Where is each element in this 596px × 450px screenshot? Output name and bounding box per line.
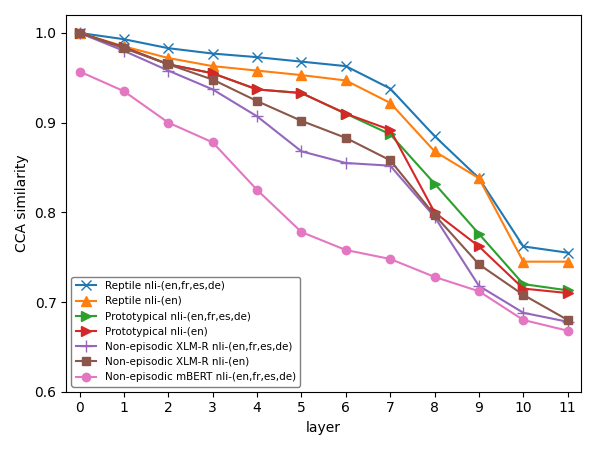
Prototypical nli-(en,fr,es,de)	[342, 111, 349, 117]
Non-episodic mBERT nli-(en,fr,es,de)	[431, 274, 438, 279]
Reptile nli-(en)	[342, 78, 349, 83]
Non-episodic mBERT nli-(en,fr,es,de)	[564, 328, 571, 333]
Non-episodic XLM-R nli-(en)	[298, 118, 305, 124]
Non-episodic mBERT nli-(en,fr,es,de)	[387, 256, 394, 261]
Prototypical nli-(en,fr,es,de)	[209, 71, 216, 76]
Non-episodic XLM-R nli-(en,fr,es,de)	[120, 48, 128, 54]
X-axis label: layer: layer	[306, 421, 341, 435]
Non-episodic XLM-R nli-(en)	[120, 45, 128, 51]
Non-episodic XLM-R nli-(en,fr,es,de)	[387, 163, 394, 168]
Prototypical nli-(en,fr,es,de)	[476, 231, 483, 237]
Reptile nli-(en,fr,es,de)	[76, 30, 83, 36]
Reptile nli-(en,fr,es,de)	[298, 59, 305, 64]
Non-episodic XLM-R nli-(en)	[253, 99, 260, 104]
Line: Prototypical nli-(en,fr,es,de): Prototypical nli-(en,fr,es,de)	[74, 28, 573, 295]
Non-episodic XLM-R nli-(en)	[342, 135, 349, 140]
Non-episodic mBERT nli-(en,fr,es,de)	[342, 248, 349, 253]
Reptile nli-(en,fr,es,de)	[476, 176, 483, 181]
Non-episodic XLM-R nli-(en)	[387, 158, 394, 163]
Non-episodic XLM-R nli-(en,fr,es,de)	[520, 310, 527, 315]
Non-episodic XLM-R nli-(en)	[476, 261, 483, 267]
Non-episodic XLM-R nli-(en,fr,es,de)	[342, 160, 349, 166]
Reptile nli-(en)	[164, 55, 172, 61]
Y-axis label: CCA similarity: CCA similarity	[15, 154, 29, 252]
Prototypical nli-(en)	[76, 30, 83, 36]
Line: Non-episodic XLM-R nli-(en,fr,es,de): Non-episodic XLM-R nli-(en,fr,es,de)	[74, 27, 573, 327]
Non-episodic XLM-R nli-(en)	[520, 292, 527, 297]
Non-episodic XLM-R nli-(en,fr,es,de)	[209, 87, 216, 92]
Non-episodic XLM-R nli-(en)	[431, 212, 438, 218]
Reptile nli-(en,fr,es,de)	[164, 45, 172, 51]
Prototypical nli-(en)	[164, 62, 172, 67]
Prototypical nli-(en,fr,es,de)	[298, 90, 305, 96]
Non-episodic mBERT nli-(en,fr,es,de)	[209, 140, 216, 145]
Non-episodic XLM-R nli-(en,fr,es,de)	[164, 68, 172, 73]
Prototypical nli-(en)	[564, 290, 571, 296]
Reptile nli-(en,fr,es,de)	[387, 86, 394, 91]
Reptile nli-(en)	[431, 148, 438, 154]
Prototypical nli-(en,fr,es,de)	[431, 181, 438, 186]
Prototypical nli-(en,fr,es,de)	[164, 62, 172, 67]
Prototypical nli-(en,fr,es,de)	[387, 131, 394, 137]
Non-episodic XLM-R nli-(en,fr,es,de)	[76, 30, 83, 36]
Reptile nli-(en)	[76, 30, 83, 36]
Reptile nli-(en)	[253, 68, 260, 73]
Prototypical nli-(en)	[520, 286, 527, 291]
Line: Reptile nli-(en): Reptile nli-(en)	[74, 28, 573, 266]
Non-episodic mBERT nli-(en,fr,es,de)	[520, 317, 527, 323]
Prototypical nli-(en)	[342, 111, 349, 117]
Reptile nli-(en)	[298, 72, 305, 78]
Non-episodic XLM-R nli-(en,fr,es,de)	[253, 114, 260, 119]
Legend: Reptile nli-(en,fr,es,de), Reptile nli-(en), Prototypical nli-(en,fr,es,de), Pro: Reptile nli-(en,fr,es,de), Reptile nli-(…	[72, 277, 300, 387]
Line: Non-episodic XLM-R nli-(en): Non-episodic XLM-R nli-(en)	[76, 29, 572, 324]
Reptile nli-(en,fr,es,de)	[564, 250, 571, 256]
Line: Prototypical nli-(en): Prototypical nli-(en)	[74, 28, 573, 298]
Non-episodic XLM-R nli-(en,fr,es,de)	[431, 214, 438, 220]
Non-episodic XLM-R nli-(en)	[209, 77, 216, 82]
Prototypical nli-(en)	[120, 45, 128, 50]
Reptile nli-(en,fr,es,de)	[342, 63, 349, 69]
Reptile nli-(en)	[520, 259, 527, 264]
Reptile nli-(en,fr,es,de)	[209, 51, 216, 56]
Prototypical nli-(en,fr,es,de)	[564, 288, 571, 293]
Prototypical nli-(en)	[298, 90, 305, 96]
Prototypical nli-(en,fr,es,de)	[76, 30, 83, 36]
Reptile nli-(en,fr,es,de)	[431, 133, 438, 139]
Prototypical nli-(en)	[387, 127, 394, 132]
Non-episodic mBERT nli-(en,fr,es,de)	[120, 89, 128, 94]
Reptile nli-(en)	[209, 63, 216, 69]
Reptile nli-(en,fr,es,de)	[253, 54, 260, 60]
Prototypical nli-(en)	[431, 210, 438, 215]
Non-episodic XLM-R nli-(en,fr,es,de)	[298, 148, 305, 154]
Reptile nli-(en)	[564, 259, 571, 264]
Reptile nli-(en)	[476, 176, 483, 181]
Non-episodic XLM-R nli-(en)	[564, 317, 571, 323]
Non-episodic mBERT nli-(en,fr,es,de)	[298, 230, 305, 235]
Prototypical nli-(en,fr,es,de)	[520, 281, 527, 287]
Non-episodic mBERT nli-(en,fr,es,de)	[476, 288, 483, 294]
Prototypical nli-(en,fr,es,de)	[253, 87, 260, 92]
Non-episodic mBERT nli-(en,fr,es,de)	[164, 120, 172, 126]
Line: Reptile nli-(en,fr,es,de): Reptile nli-(en,fr,es,de)	[74, 28, 573, 257]
Non-episodic XLM-R nli-(en,fr,es,de)	[476, 283, 483, 288]
Prototypical nli-(en)	[209, 71, 216, 76]
Prototypical nli-(en)	[476, 244, 483, 249]
Non-episodic mBERT nli-(en,fr,es,de)	[76, 69, 83, 74]
Prototypical nli-(en)	[253, 87, 260, 92]
Non-episodic XLM-R nli-(en,fr,es,de)	[564, 319, 571, 324]
Reptile nli-(en,fr,es,de)	[120, 36, 128, 42]
Reptile nli-(en)	[387, 100, 394, 106]
Non-episodic mBERT nli-(en,fr,es,de)	[253, 187, 260, 193]
Line: Non-episodic mBERT nli-(en,fr,es,de): Non-episodic mBERT nli-(en,fr,es,de)	[76, 68, 572, 335]
Non-episodic XLM-R nli-(en)	[164, 62, 172, 67]
Reptile nli-(en,fr,es,de)	[520, 244, 527, 249]
Prototypical nli-(en,fr,es,de)	[120, 45, 128, 50]
Non-episodic XLM-R nli-(en)	[76, 30, 83, 36]
Reptile nli-(en)	[120, 44, 128, 49]
